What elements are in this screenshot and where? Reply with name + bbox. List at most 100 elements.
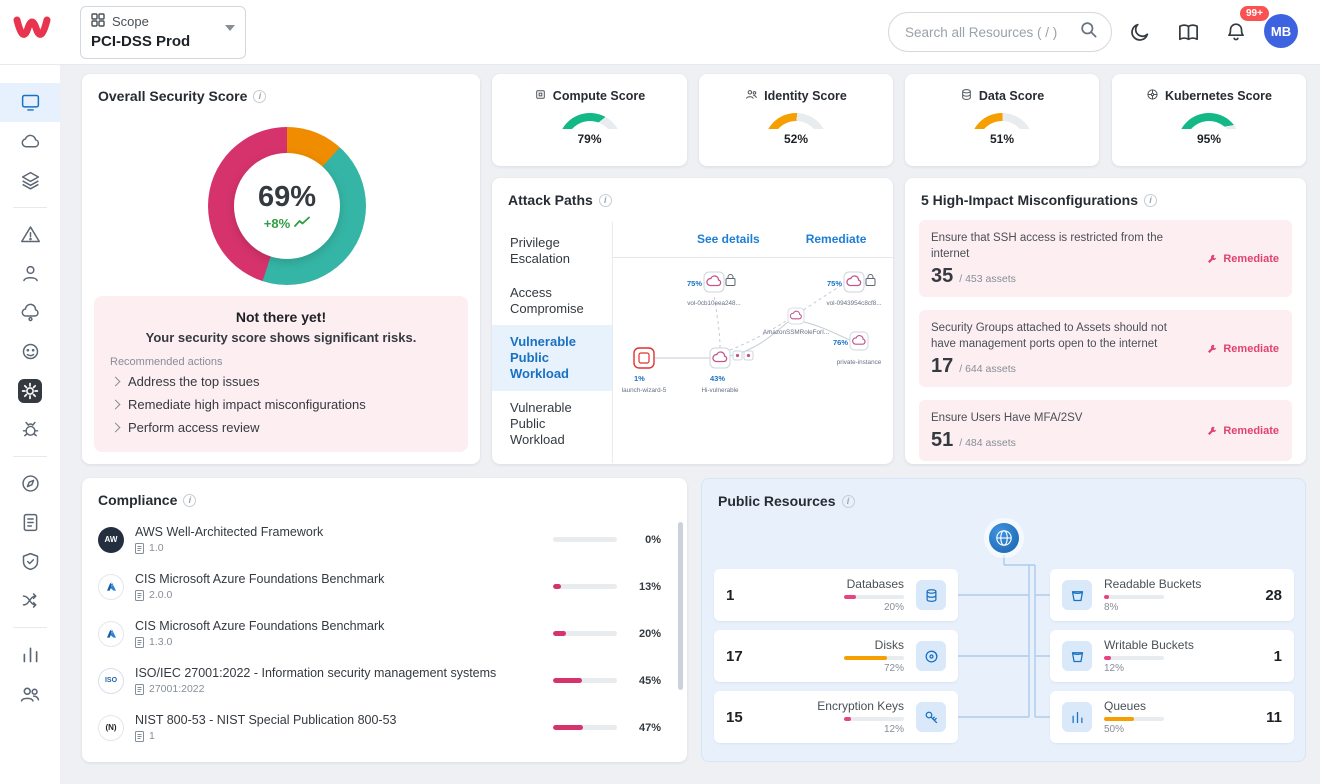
sidebar-item-attack-paths[interactable]: [0, 581, 60, 620]
kubernetes-score-gauge: 95%: [1177, 113, 1241, 145]
sidebar-item-teams[interactable]: [0, 674, 60, 713]
resource-label: Encryption Keys: [817, 699, 904, 713]
identity-score-gauge: 52%: [764, 113, 828, 145]
global-search[interactable]: [888, 12, 1112, 52]
sidebar-item-reports[interactable]: [0, 503, 60, 542]
attack-path-item[interactable]: Privilege Escalation: [510, 235, 570, 266]
resource-progress: [1104, 595, 1109, 599]
info-icon[interactable]: [841, 494, 855, 508]
search-input[interactable]: [905, 24, 1070, 40]
dark-mode-icon[interactable]: [1127, 19, 1153, 45]
scrollbar[interactable]: [678, 522, 683, 690]
info-icon[interactable]: [598, 193, 612, 207]
misconfig-text: Ensure that SSH access is restricted fro…: [931, 232, 1164, 261]
compliance-row[interactable]: CIS Microsoft Azure Foundations Benchmar…: [82, 563, 687, 610]
info-icon[interactable]: [183, 493, 197, 507]
attack-path-graph[interactable]: 75% 75% 1% 43% 76% vol-0cb10eea248... vo…: [618, 264, 888, 440]
tab-see-details[interactable]: See details: [697, 232, 760, 246]
action-remediate-misconfigs[interactable]: Remediate high impact misconfigurations: [110, 393, 452, 416]
misconfig-row[interactable]: Ensure Users Have MFA/2SV 51 / 484 assets…: [919, 400, 1292, 462]
action-top-issues[interactable]: Address the top issues: [110, 370, 452, 393]
public-encryption-keys-box[interactable]: 15 Encryption Keys 12%: [714, 691, 958, 743]
bucket-icon: [1062, 641, 1092, 671]
misconfig-row[interactable]: Security Groups attached to Assets shoul…: [919, 310, 1292, 388]
attack-paths-card: Attack Paths Privilege Escalation Access…: [492, 178, 893, 464]
public-disks-box[interactable]: 17 Disks 72%: [714, 630, 958, 682]
compliance-row[interactable]: ISO ISO/IEC 27001:2022 - Information sec…: [82, 657, 687, 704]
public-queues-box[interactable]: Queues 50% 11: [1050, 691, 1294, 743]
overall-score-value: 69%: [257, 181, 317, 213]
compliance-row[interactable]: AW AWS Well-Architected Framework 1.0 0%: [82, 516, 687, 563]
sidebar-item-cloud-security[interactable]: [0, 293, 60, 332]
node-label: private-instance: [837, 359, 882, 366]
resource-label: Disks: [874, 638, 904, 652]
resource-count: 17: [726, 647, 743, 665]
user-avatar[interactable]: MB: [1264, 14, 1298, 48]
overall-security-score-card: Overall Security Score 69% +8% Not there…: [82, 74, 480, 464]
sidebar-item-inventory[interactable]: [0, 161, 60, 200]
compliance-progress: [553, 631, 566, 636]
sidebar-item-explorer[interactable]: [0, 464, 60, 503]
scope-selector[interactable]: Scope PCI-DSS Prod: [80, 6, 246, 59]
wrench-icon: [1208, 426, 1217, 435]
node-label: launch-wizard-5: [622, 387, 667, 394]
node-label: vol-0cb10eea248...: [687, 300, 741, 307]
sidebar-item-defend[interactable]: [0, 371, 60, 410]
card-title: Public Resources: [718, 493, 836, 509]
resource-pct: 12%: [883, 724, 904, 735]
remediate-button[interactable]: Remediate: [1206, 425, 1279, 437]
node-label: vol-0943954c8cf8...: [827, 300, 882, 307]
remediate-label: Remediate: [1223, 342, 1279, 355]
data-score-card[interactable]: Data Score 51%: [905, 74, 1099, 166]
sidebar-item-threats[interactable]: [0, 332, 60, 371]
score-title: Data Score: [978, 89, 1045, 103]
search-icon[interactable]: [1079, 20, 1098, 44]
public-readable-buckets-box[interactable]: Readable Buckets 8% 28: [1050, 569, 1294, 621]
kubernetes-icon: [1146, 88, 1159, 104]
notifications-bell-icon[interactable]: [1223, 19, 1249, 45]
data-icon: [960, 88, 973, 104]
chevron-right-icon: [110, 376, 121, 387]
info-icon[interactable]: [1144, 193, 1158, 207]
compromised-node: [633, 347, 655, 369]
trend-chart-icon: [294, 216, 311, 231]
compute-score-card[interactable]: Compute Score 79%: [492, 74, 687, 166]
sidebar-item-cloud[interactable]: [0, 122, 60, 161]
docs-book-icon[interactable]: [1175, 19, 1201, 45]
sidebar-item-vulnerabilities[interactable]: [0, 410, 60, 449]
resource-pct: 72%: [883, 663, 904, 674]
wiz-logo[interactable]: [12, 10, 58, 59]
info-icon[interactable]: [253, 89, 267, 103]
compliance-row[interactable]: (N) NIST 800-53 - NIST Special Publicati…: [82, 704, 687, 751]
resource-pct: 50%: [1104, 724, 1125, 735]
attack-path-item[interactable]: Vulnerable Public Workload: [510, 400, 572, 447]
remediate-button[interactable]: Remediate: [1206, 253, 1279, 265]
remediate-label: Remediate: [1223, 252, 1279, 265]
attack-path-item-selected[interactable]: Vulnerable Public Workload: [492, 325, 612, 392]
badge-1: 1%: [634, 374, 645, 383]
public-databases-box[interactable]: 1 Databases 20%: [714, 569, 958, 621]
sidebar-item-analytics[interactable]: [0, 635, 60, 674]
attack-path-item[interactable]: Access Compromise: [510, 284, 584, 316]
resource-pct: 8%: [1104, 602, 1119, 613]
sidebar-item-identity[interactable]: [0, 254, 60, 293]
action-label: Address the top issues: [128, 374, 260, 389]
identity-score-card[interactable]: Identity Score 52%: [699, 74, 893, 166]
misconfig-row[interactable]: Ensure that SSH access is restricted fro…: [919, 220, 1292, 298]
misconfig-assets: / 644 assets: [959, 363, 1016, 376]
attack-path-item[interactable]: Access Compromise: [492, 457, 612, 463]
action-access-review[interactable]: Perform access review: [110, 416, 452, 439]
sidebar-item-issues[interactable]: [0, 215, 60, 254]
resource-count: 28: [1265, 586, 1282, 604]
resource-count: 1: [1273, 647, 1282, 665]
topbar: Scope PCI-DSS Prod 99+ MB: [0, 0, 1320, 65]
public-writable-buckets-box[interactable]: Writable Buckets 12% 1: [1050, 630, 1294, 682]
sidebar-item-policies[interactable]: [0, 542, 60, 581]
compliance-row[interactable]: CIS Microsoft Azure Foundations Benchmar…: [82, 610, 687, 657]
tab-remediate[interactable]: Remediate: [805, 232, 867, 246]
remediate-button[interactable]: Remediate: [1206, 343, 1279, 355]
misconfigurations-card: 5 High-Impact Misconfigurations Ensure t…: [905, 178, 1306, 464]
kubernetes-score-card[interactable]: Kubernetes Score 95%: [1112, 74, 1306, 166]
resource-label: Databases: [846, 577, 904, 591]
sidebar-item-dashboard[interactable]: [0, 83, 60, 122]
